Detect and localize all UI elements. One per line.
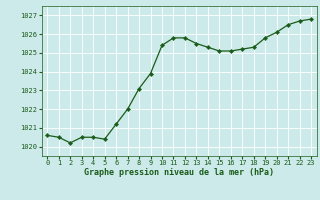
X-axis label: Graphe pression niveau de la mer (hPa): Graphe pression niveau de la mer (hPa) bbox=[84, 168, 274, 177]
